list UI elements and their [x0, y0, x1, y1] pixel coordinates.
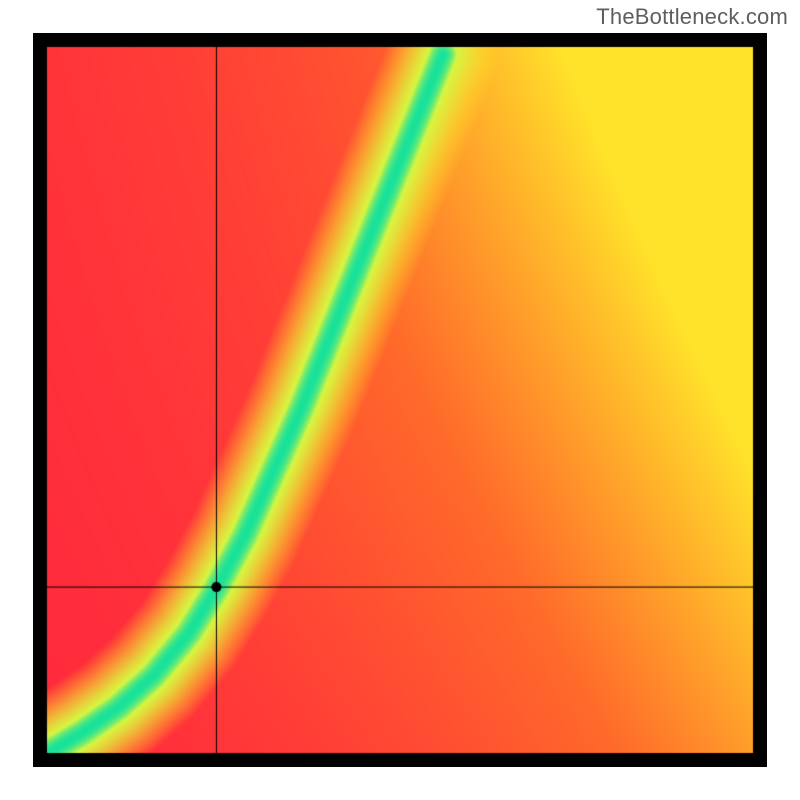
- watermark-text: TheBottleneck.com: [596, 4, 788, 30]
- chart-frame: [33, 33, 767, 767]
- heatmap-canvas: [33, 33, 767, 767]
